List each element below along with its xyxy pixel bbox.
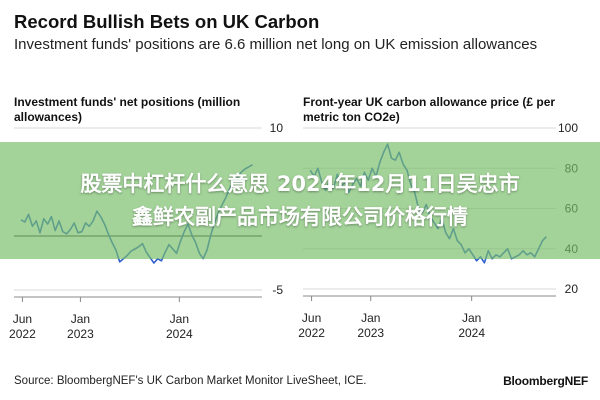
left-x-tick-label: Jun xyxy=(13,312,32,326)
right-panel-title: Front-year UK carbon allowance price (£ … xyxy=(303,95,556,124)
left-x-tick-label: Jan xyxy=(71,312,90,326)
chart-subtitle: Investment funds' positions are 6.6 mill… xyxy=(14,36,538,53)
right-y-tick-label: 20 xyxy=(565,282,579,296)
brand-logo-text: BloombergNEF xyxy=(503,374,588,388)
right-x-tick-label: Jan xyxy=(361,311,380,325)
right-x-tick-year: 2024 xyxy=(458,326,485,340)
right-y-tick-label: 100 xyxy=(558,121,578,135)
right-x-tick-year: 2023 xyxy=(357,326,384,340)
left-x-tick-year: 2022 xyxy=(9,327,36,341)
left-x-tick-year: 2024 xyxy=(166,327,193,341)
left-x-tick-year: 2023 xyxy=(67,327,94,341)
right-x-tick-year: 2022 xyxy=(298,326,325,340)
left-x-tick-label: Jan xyxy=(170,312,189,326)
right-x-tick-label: Jun xyxy=(302,311,321,325)
source-note: Source: BloombergNEF's UK Carbon Market … xyxy=(14,375,367,387)
right-x-tick-label: Jan xyxy=(462,311,481,325)
left-y-tick-label: 10 xyxy=(270,121,284,135)
left-panel-title: Investment funds' net positions (million… xyxy=(14,95,241,124)
left-y-tick-label: -5 xyxy=(272,283,283,297)
banner-line-2: 鑫鲜农副产品市场有限公司价格行情 xyxy=(132,204,468,229)
overlay-banner: 股票中杠杆什么意思 2024年12月11日吴忠市 鑫鲜农副产品市场有限公司价格行… xyxy=(0,142,600,259)
banner-line-1: 股票中杠杆什么意思 2024年12月11日吴忠市 xyxy=(80,171,520,196)
chart-title: Record Bullish Bets on UK Carbon xyxy=(14,11,320,32)
